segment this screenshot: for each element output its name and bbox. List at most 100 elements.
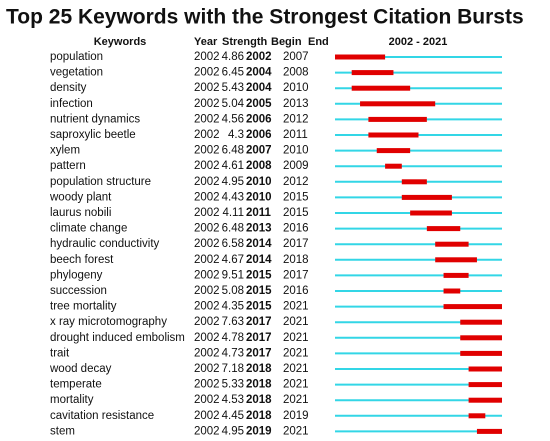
strength: 5.04 (222, 98, 245, 110)
strength: 4.95 (222, 176, 244, 188)
end: 2016 (283, 285, 309, 297)
begin: 2017 (246, 332, 272, 344)
strength: 6.48 (222, 223, 244, 235)
strength: 5.43 (222, 82, 244, 94)
end: 2009 (283, 160, 309, 172)
year: 2002 (194, 347, 220, 359)
keyword: mortality (50, 394, 94, 406)
burst-bar (468, 413, 486, 419)
begin: 2015 (246, 301, 272, 313)
begin: 2006 (246, 129, 272, 141)
end: 2021 (283, 332, 309, 344)
end: 2012 (283, 113, 309, 125)
begin: 2019 (246, 425, 272, 437)
year: 2002 (194, 363, 220, 375)
end: 2010 (283, 145, 309, 157)
burst-bar (368, 132, 419, 138)
end: 2012 (283, 176, 309, 188)
burst-bar (351, 85, 411, 91)
year: 2002 (194, 301, 220, 313)
year: 2002 (194, 98, 220, 110)
year: 2002 (194, 254, 220, 266)
end: 2021 (283, 394, 309, 406)
begin: 2010 (246, 176, 272, 188)
strength: 4.35 (222, 301, 244, 313)
burst-bar (351, 70, 394, 76)
begin: 2017 (246, 347, 272, 359)
year: 2002 (194, 238, 220, 250)
end: 2007 (283, 51, 309, 63)
header-keywords: Keywords (94, 36, 147, 48)
strength: 5.33 (222, 379, 244, 391)
keyword: succession (50, 285, 107, 297)
end: 2021 (283, 379, 309, 391)
burst-bar (476, 428, 502, 434)
begin: 2005 (246, 98, 272, 110)
burst-bar (401, 194, 452, 200)
year: 2002 (194, 269, 220, 281)
end: 2013 (283, 98, 309, 110)
keyword: population (50, 51, 103, 63)
keyword: saproxylic beetle (50, 129, 136, 141)
begin: 2011 (246, 207, 272, 219)
burst-bar (460, 319, 502, 325)
keyword: population structure (50, 176, 151, 188)
strength: 4.53 (222, 394, 244, 406)
keyword: nutrient dynamics (50, 113, 140, 125)
begin: 2018 (246, 394, 272, 406)
end: 2021 (283, 363, 309, 375)
burst-bar (435, 241, 469, 247)
begin: 2018 (246, 379, 272, 391)
keyword: woody plant (49, 191, 112, 203)
end: 2018 (283, 254, 309, 266)
keyword: xylem (50, 145, 80, 157)
begin: 2010 (246, 191, 272, 203)
begin: 2002 (246, 51, 272, 63)
end: 2015 (283, 207, 309, 219)
burst-bar (360, 101, 436, 107)
strength: 6.48 (222, 145, 244, 157)
end: 2008 (283, 67, 309, 79)
keyword: vegetation (50, 67, 103, 79)
burst-bar (468, 397, 502, 403)
strength: 6.45 (222, 67, 244, 79)
year: 2002 (194, 223, 220, 235)
year: 2002 (194, 129, 220, 141)
keyword: cavitation resistance (50, 410, 154, 422)
burst-bar (468, 382, 502, 388)
begin: 2013 (246, 223, 272, 235)
begin: 2004 (246, 82, 272, 94)
year: 2002 (194, 51, 220, 63)
strength: 4.86 (222, 51, 244, 63)
year: 2002 (194, 394, 220, 406)
keyword: wood decay (49, 363, 112, 375)
begin: 2017 (246, 316, 272, 328)
header-end: End (308, 36, 329, 48)
burst-bar (460, 350, 502, 356)
keyword: stem (50, 425, 75, 437)
year: 2002 (194, 316, 220, 328)
burst-bar (443, 288, 461, 294)
burst-bar (460, 335, 502, 341)
end: 2017 (283, 238, 309, 250)
year: 2002 (194, 113, 220, 125)
burst-bar (435, 257, 477, 263)
end: 2010 (283, 82, 309, 94)
keyword: drought induced embolism (50, 332, 185, 344)
keyword: x ray microtomography (50, 316, 167, 328)
year: 2002 (194, 145, 220, 157)
strength: 4.56 (222, 113, 244, 125)
year: 2002 (194, 425, 220, 437)
begin: 2007 (246, 145, 272, 157)
strength: 4.78 (222, 332, 244, 344)
year: 2002 (194, 207, 220, 219)
strength: 4.45 (222, 410, 244, 422)
begin: 2018 (246, 363, 272, 375)
header-begin: Begin (271, 36, 302, 48)
keyword: infection (50, 98, 93, 110)
burst-bar (468, 366, 502, 372)
end: 2019 (283, 410, 309, 422)
end: 2017 (283, 269, 309, 281)
